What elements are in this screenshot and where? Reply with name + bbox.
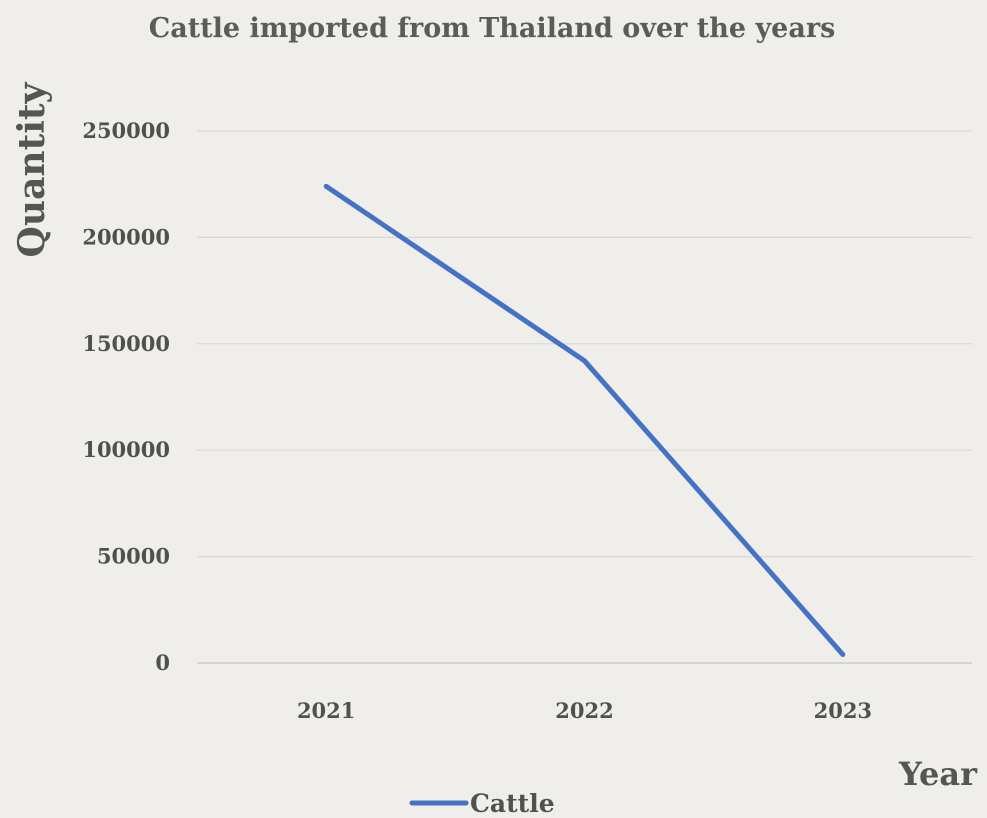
x-tick-label: 2022 <box>555 698 613 723</box>
y-tick-label: 50000 <box>97 544 170 569</box>
series-line-cattle <box>323 183 846 657</box>
y-tick-label: 150000 <box>82 331 170 356</box>
gridlines <box>197 130 972 664</box>
x-tick-label: 2023 <box>814 698 872 723</box>
x-tick-label: 2021 <box>297 698 355 723</box>
y-tick-label: 0 <box>155 650 170 675</box>
y-axis-title: Quantity <box>11 81 53 257</box>
legend-label-cattle: Cattle <box>470 789 555 818</box>
x-axis-ticks: 2021 2022 2023 <box>297 698 872 723</box>
legend: Cattle <box>409 789 555 818</box>
y-tick-label: 100000 <box>82 437 170 462</box>
chart-title: Cattle imported from Thailand over the y… <box>149 13 836 44</box>
y-axis-ticks: 0 50000 100000 150000 200000 250000 <box>82 118 170 675</box>
y-tick-label: 200000 <box>82 224 170 249</box>
series-layer <box>323 183 846 657</box>
y-tick-label: 250000 <box>82 118 170 143</box>
x-axis-title: Year <box>898 755 978 793</box>
